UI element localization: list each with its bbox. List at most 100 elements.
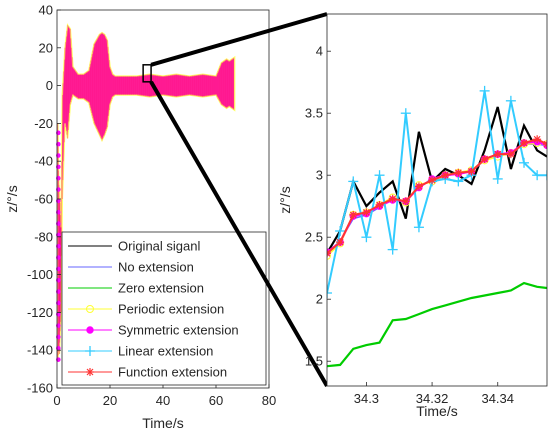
zoom-x-tick-label: 34.32 [416, 391, 449, 406]
zoom-point-marker [532, 170, 543, 181]
zoom-point-marker [505, 95, 516, 106]
zoom-series-line [327, 106, 547, 254]
legend-marker [86, 326, 94, 334]
zoom-y-tick-label: 3.5 [305, 106, 323, 121]
main-y-tick-label: -20 [34, 116, 53, 131]
legend: Original siganl No extension Zero extensio… [61, 231, 267, 386]
legend-entry: Periodic extension [68, 302, 224, 317]
zoom-point-marker [533, 135, 542, 144]
zoom-chart: 34.3 34.32 34.34 1.5 2 2.5 3 3.5 4 Time/s z/°/s [277, 13, 548, 419]
zoom-region-box [142, 64, 152, 83]
main-x-tick-label: 40 [156, 393, 170, 408]
zoom-connector-top [150, 12, 328, 67]
zoom-y-tick-labels: 1.5 2 2.5 3 3.5 4 [305, 44, 323, 369]
zoom-y-axis-label: z/°/s [277, 186, 293, 213]
zoom-axes-box [326, 13, 548, 387]
zoom-point-marker [413, 222, 424, 233]
legend-entry: Linear extension [68, 344, 213, 359]
zoom-point-marker [467, 167, 476, 176]
zoom-y-tick-label: 3 [316, 168, 323, 183]
legend-entry: Symmetric extension [68, 323, 239, 338]
zoom-y-tick-label: 2 [316, 292, 323, 307]
main-x-axis-label: Time/s [142, 415, 183, 431]
main-y-tick-label: -160 [27, 381, 53, 396]
zoom-point-marker [492, 173, 503, 184]
zoom-plot-area [327, 14, 547, 386]
main-x-tick-labels: 0 20 40 60 80 [53, 393, 276, 408]
zoom-y-tick-label: 2.5 [305, 230, 323, 245]
zoom-point-marker [454, 168, 463, 177]
zoom-point-marker [480, 155, 489, 164]
legend-marker [86, 368, 94, 376]
main-y-tick-label: -40 [34, 154, 53, 169]
main-y-axis-label: z/°/s [4, 185, 20, 212]
zoom-point-marker [387, 244, 398, 255]
legend-entry: Zero extension [68, 281, 204, 296]
zoom-point-marker [327, 249, 331, 258]
main-x-tick-label: 0 [53, 393, 60, 408]
zoom-x-axis-label: Time/s [416, 403, 457, 419]
zoom-series [327, 106, 547, 254]
zoom-point-marker [335, 226, 346, 236]
main-y-tick-label: -100 [27, 267, 53, 282]
zoom-point-marker [327, 288, 332, 298]
legend-label: Original siganl [118, 239, 200, 254]
zoom-series-group [327, 85, 547, 368]
zoom-point-marker [375, 200, 384, 209]
main-y-tick-label: 40 [39, 3, 53, 18]
zoom-point-marker [336, 238, 345, 247]
zoom-series-line [327, 90, 547, 294]
main-y-tick-label: -80 [34, 229, 53, 244]
legend-label: Periodic extension [118, 302, 224, 317]
zoom-point-marker [428, 176, 437, 185]
main-x-tick-label: 80 [262, 393, 276, 408]
zoom-point-marker [506, 150, 515, 159]
legend-label: Zero extension [118, 281, 204, 296]
main-x-tick-label: 60 [209, 393, 223, 408]
zoom-tick-marks [327, 50, 499, 386]
zoom-point-marker [479, 85, 490, 96]
main-signal-envelope [56, 23, 236, 362]
legend-label: No extension [118, 260, 194, 275]
zoom-x-tick-label: 34.34 [481, 391, 514, 406]
zoom-point-marker [441, 171, 450, 180]
legend-marker [86, 305, 94, 313]
zoom-point-marker [348, 176, 359, 187]
main-y-tick-label: -120 [27, 305, 53, 320]
zoom-series [327, 135, 547, 258]
legend-entry: No extension [68, 260, 194, 275]
main-x-tick-label: 20 [103, 393, 117, 408]
zoom-point-marker [520, 138, 529, 147]
zoom-point-marker [362, 208, 371, 217]
zoom-series-line [327, 281, 547, 368]
zoom-point-marker [453, 176, 464, 187]
legend-label: Symmetric extension [118, 323, 239, 338]
legend-marker [85, 346, 95, 356]
legend-entry: Original siganl [68, 239, 200, 254]
zoom-point-marker [542, 170, 547, 181]
zoom-point-marker [374, 170, 385, 181]
main-y-tick-label: -60 [34, 192, 53, 207]
zoom-x-tick-label: 34.3 [354, 391, 379, 406]
zoom-y-tick-label: 4 [316, 44, 323, 59]
legend-entry: Function extension [68, 365, 227, 380]
zoom-point-marker [519, 157, 530, 168]
zoom-point-marker [414, 182, 423, 191]
zoom-point-marker [327, 251, 331, 260]
legend-label: Linear extension [118, 344, 213, 359]
main-chart: 0 20 40 60 80 -160 -140 -120 -100 -80 -60 -40 -20 0 2… [4, 3, 276, 432]
main-axes-box [56, 9, 270, 389]
main-y-tick-label: 20 [39, 40, 53, 55]
zoom-point-marker [493, 150, 502, 159]
zoom-point-marker [361, 232, 372, 243]
zoom-point-marker [401, 197, 410, 206]
zoom-connector-bottom [149, 80, 329, 388]
zoom-x-tick-labels: 34.3 34.32 34.34 [354, 391, 514, 406]
main-y-tick-labels: -160 -140 -120 -100 -80 -60 -40 -20 0 20 40 [27, 3, 53, 396]
zoom-point-marker [388, 194, 397, 203]
zoom-point-marker [543, 140, 547, 149]
main-y-tick-label: -140 [27, 343, 53, 358]
main-y-tick-label: 0 [46, 78, 53, 93]
legend-label: Function extension [118, 365, 227, 380]
